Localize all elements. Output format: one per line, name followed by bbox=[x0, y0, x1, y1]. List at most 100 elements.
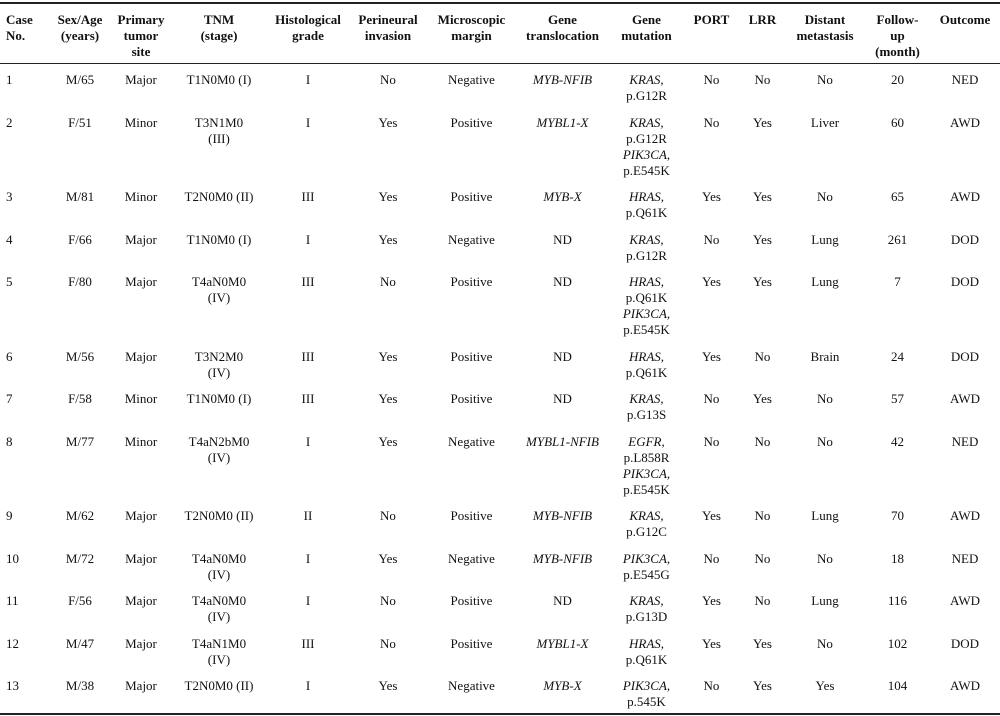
cell: MYB-X bbox=[515, 670, 610, 714]
cell: No bbox=[740, 64, 785, 107]
header-line: No. bbox=[6, 28, 26, 43]
gene-name: PIK3CA, bbox=[622, 465, 671, 481]
cell: Yes bbox=[348, 224, 428, 267]
cell-line: (IV) bbox=[207, 290, 231, 305]
cell: KRAS, p.G12R bbox=[610, 224, 683, 267]
cell-text: Major bbox=[125, 593, 157, 608]
cell-text: Yes bbox=[378, 348, 398, 364]
cell-text: Negative bbox=[448, 550, 495, 566]
header-line: PORT bbox=[693, 12, 730, 27]
cell: Major bbox=[112, 543, 170, 586]
table-row: 13 M/38 Major T2N0M0 (II) I Yes Negative MYB-X P… bbox=[0, 670, 1000, 714]
cell: KRAS, p.G13D bbox=[610, 585, 683, 628]
cell-text: II bbox=[303, 508, 313, 523]
cell-text: M/56 bbox=[65, 348, 95, 364]
column-header: LRR bbox=[740, 3, 785, 64]
cell-text: 5 bbox=[6, 274, 13, 289]
cell: Yes bbox=[683, 500, 740, 543]
cell: AWD bbox=[930, 107, 1000, 182]
cell-text: 10 bbox=[6, 550, 19, 566]
cell-text: 116 bbox=[887, 593, 908, 608]
cell-text: T2N0M0 (II) bbox=[184, 508, 254, 523]
cell: M/56 bbox=[48, 341, 112, 384]
cell: M/62 bbox=[48, 500, 112, 543]
cell: No bbox=[740, 341, 785, 384]
cell: 116 bbox=[865, 585, 930, 628]
cell-text: Major bbox=[125, 348, 157, 364]
cell: MYBL1-X bbox=[515, 107, 610, 182]
cell-text: ND bbox=[553, 231, 572, 247]
cell-text: Yes bbox=[753, 231, 772, 247]
cell-text: 20 bbox=[891, 72, 904, 87]
cell-text: Yes bbox=[378, 678, 398, 693]
cell-text: Minor bbox=[124, 433, 158, 449]
cell-text: M/62 bbox=[65, 508, 95, 523]
cell: AWD bbox=[930, 383, 1000, 426]
cell: Yes bbox=[348, 341, 428, 384]
cell: Yes bbox=[740, 181, 785, 224]
column-header: Perineural invasion bbox=[348, 3, 428, 64]
cell-text: III bbox=[301, 348, 315, 364]
cell-line: (IV) bbox=[207, 566, 231, 582]
cell-text: 13 bbox=[6, 678, 19, 693]
cell-text: I bbox=[305, 433, 311, 449]
cell: Major bbox=[112, 266, 170, 341]
cell-text: Major bbox=[125, 274, 157, 289]
cell-text: Yes bbox=[815, 678, 835, 693]
cell: 1 bbox=[0, 64, 48, 107]
cell: I bbox=[268, 585, 348, 628]
table-row: 7 F/58 Minor T1N0M0 (I) III Yes Positive ND KRAS… bbox=[0, 383, 1000, 426]
cell-text: AWD bbox=[949, 391, 980, 406]
cell: NED bbox=[930, 543, 1000, 586]
cell: M/38 bbox=[48, 670, 112, 714]
cell-text: Positive bbox=[450, 114, 493, 130]
cell: M/72 bbox=[48, 543, 112, 586]
cell-line: (III) bbox=[208, 130, 230, 146]
gene-name: EGFR, bbox=[628, 433, 665, 449]
cell-text: Negative bbox=[448, 678, 495, 693]
cell-text: M/65 bbox=[65, 72, 95, 87]
cell: KRAS, p.G12R PIK3CA, p.E545K bbox=[610, 107, 683, 182]
column-header: Distant metastasis bbox=[785, 3, 865, 64]
cell-text: III bbox=[301, 635, 315, 651]
cell: T2N0M0 (II) bbox=[170, 670, 268, 714]
protein-change: p.Q61K bbox=[625, 651, 668, 667]
cell: No bbox=[740, 500, 785, 543]
cell: Positive bbox=[428, 341, 515, 384]
cell: No bbox=[785, 181, 865, 224]
cell-text: 3 bbox=[6, 189, 13, 204]
cell: NED bbox=[930, 64, 1000, 107]
gene-name: KRAS, bbox=[629, 508, 664, 523]
cell: 2 bbox=[0, 107, 48, 182]
gene-name: HRAS, bbox=[628, 635, 665, 651]
cell: 70 bbox=[865, 500, 930, 543]
protein-change: p.545K bbox=[627, 694, 666, 709]
protein-change: p.L858R bbox=[623, 449, 670, 465]
column-header: Case No. bbox=[0, 3, 48, 64]
cell-text: I bbox=[305, 231, 311, 247]
cell: M/47 bbox=[48, 628, 112, 671]
header-row: Case No. Sex/Age (years) Primary tumor site TNM… bbox=[0, 3, 1000, 64]
cell-text: 42 bbox=[891, 433, 904, 449]
cell-text: Major bbox=[125, 678, 157, 693]
cell: Negative bbox=[428, 543, 515, 586]
cell-text: T1N0M0 (I) bbox=[186, 391, 252, 406]
cell-text: Yes bbox=[753, 274, 772, 289]
cell: No bbox=[785, 383, 865, 426]
cell: Yes bbox=[740, 224, 785, 267]
cell: No bbox=[348, 64, 428, 107]
cell-text: No bbox=[754, 550, 771, 566]
cell: I bbox=[268, 670, 348, 714]
cell: I bbox=[268, 224, 348, 267]
cell: 24 bbox=[865, 341, 930, 384]
cell: KRAS, p.G12R bbox=[610, 64, 683, 107]
cell-text: No bbox=[703, 231, 720, 247]
table-body: 1 M/65 Major T1N0M0 (I) I No Negative MYB-NFIB K… bbox=[0, 64, 1000, 714]
cell: KRAS, p.G13S bbox=[610, 383, 683, 426]
cell: No bbox=[683, 426, 740, 501]
cell: Minor bbox=[112, 383, 170, 426]
cell: I bbox=[268, 64, 348, 107]
cell-text: No bbox=[380, 508, 396, 523]
cell: Lung bbox=[785, 266, 865, 341]
